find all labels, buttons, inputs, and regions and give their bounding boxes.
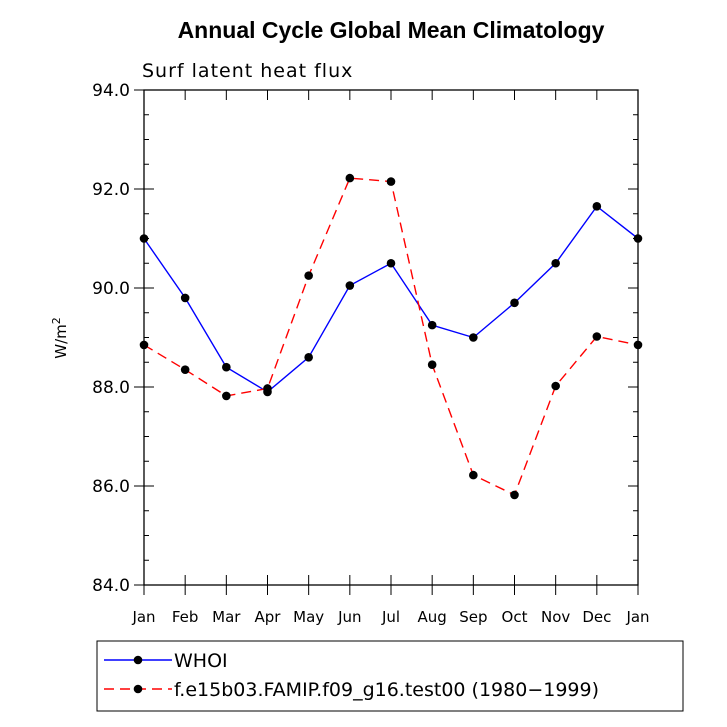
y-tick-label: 88.0 <box>92 378 130 398</box>
series-point <box>551 381 560 391</box>
x-tick-label: Dec <box>582 608 611 626</box>
x-tick-label: Feb <box>172 608 199 626</box>
legend-box <box>96 640 684 712</box>
y-axis-label: W/m2 <box>50 317 70 359</box>
legend-marker <box>133 684 143 694</box>
series-point <box>263 384 272 393</box>
series-point <box>469 470 478 480</box>
series-point <box>427 320 437 330</box>
series-point <box>139 234 149 243</box>
series-points <box>139 173 643 500</box>
y-tick-label: 92.0 <box>92 180 130 200</box>
series-point <box>592 332 602 341</box>
series-point <box>180 365 190 374</box>
series-point <box>222 391 231 401</box>
x-tick-label: Jun <box>337 608 361 626</box>
x-axis: Jan Feb Mar Apr May Jun Jul Aug Sep Oct Nov Dec Jan <box>131 90 650 626</box>
series-point <box>633 340 643 350</box>
series-point <box>180 293 190 303</box>
series-point <box>304 271 313 280</box>
legend-marker <box>133 655 143 665</box>
x-tick-label: Jan <box>131 608 155 626</box>
series-point <box>345 281 355 290</box>
x-tick-label: Aug <box>418 608 447 626</box>
x-tick-label: Jul <box>381 608 400 626</box>
y-tick-label: 84.0 <box>92 576 130 596</box>
x-tick-label: Oct <box>502 608 528 626</box>
x-tick-label: Mar <box>212 608 241 626</box>
series-point <box>510 490 519 500</box>
series-point <box>592 202 602 211</box>
legend-label: WHOI <box>174 650 228 672</box>
x-tick-label: May <box>293 608 324 626</box>
series-point <box>386 258 396 268</box>
plot-frame <box>143 89 639 586</box>
series-lines <box>143 177 639 496</box>
y-tick-label: 94.0 <box>92 81 130 101</box>
series-point <box>304 353 313 362</box>
chart-subtitle: Surf latent heat flux <box>142 60 353 82</box>
series-point <box>469 333 478 342</box>
series-point <box>386 177 396 186</box>
y-axis: 84.0 86.0 88.0 90.0 92.0 94.0 <box>92 81 638 596</box>
series-point <box>222 362 231 372</box>
y-tick-label: 86.0 <box>92 477 130 497</box>
series-line <box>143 205 639 393</box>
x-tick-label: Apr <box>255 608 282 626</box>
series-point <box>345 173 355 183</box>
series-point <box>551 258 560 268</box>
series-point <box>139 340 149 350</box>
chart-title: Annual Cycle Global Mean Climatology <box>178 17 605 43</box>
x-tick-label: Jan <box>625 608 649 626</box>
legend: WHOI f.e15b03.FAMIP.f09_g16.test00 (1980−… <box>104 650 599 701</box>
x-tick-label: Nov <box>541 608 570 626</box>
series-point <box>510 298 519 308</box>
series-point <box>427 360 437 370</box>
series-line <box>143 177 639 496</box>
series-point <box>633 234 643 243</box>
legend-label: f.e15b03.FAMIP.f09_g16.test00 (1980−1999… <box>174 679 599 701</box>
x-tick-label: Sep <box>459 608 487 626</box>
y-tick-label: 90.0 <box>92 279 130 299</box>
